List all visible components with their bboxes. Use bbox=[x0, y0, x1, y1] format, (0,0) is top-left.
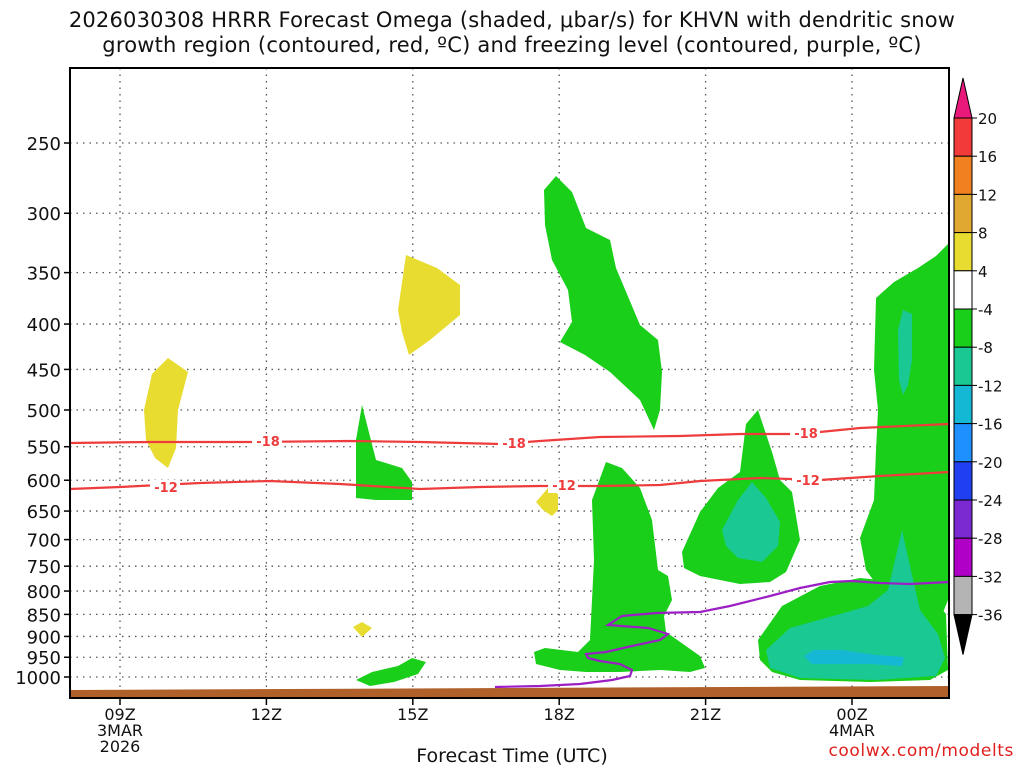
y-tick-label-300: 300 bbox=[27, 204, 61, 225]
plot-frame bbox=[69, 67, 950, 699]
colorbar-segment bbox=[953, 461, 973, 501]
x-axis-title: Forecast Time (UTC) bbox=[416, 745, 608, 767]
dgz-label-a: -18 bbox=[256, 435, 280, 450]
label-bg bbox=[150, 480, 180, 495]
green-region-2 bbox=[356, 405, 412, 500]
terrain bbox=[70, 686, 949, 698]
label-bg bbox=[548, 478, 578, 493]
label-bg bbox=[498, 436, 528, 451]
contours: -18 -18 -18 -12 -12 -12 bbox=[69, 422, 950, 689]
y-tick-label-850: 850 bbox=[27, 605, 61, 626]
grid bbox=[70, 68, 949, 698]
y-tick-label-700: 700 bbox=[27, 531, 61, 552]
credit-text: coolwx.com/modelts bbox=[828, 741, 1014, 761]
x-tick-sublabel: 2026 bbox=[100, 737, 141, 756]
teal-region-3 bbox=[766, 530, 945, 680]
colorbar-label: -12 bbox=[978, 377, 1003, 395]
colorbar-label: -20 bbox=[978, 454, 1003, 472]
y-tick-label-950: 950 bbox=[27, 648, 61, 669]
colorbar-segment bbox=[953, 499, 973, 539]
y-tick-label-650: 650 bbox=[27, 502, 61, 523]
y-axis: 2503003504004505005506006507007508008509… bbox=[15, 134, 70, 689]
colorbar-segment bbox=[953, 308, 973, 348]
dgz-label-b: -18 bbox=[502, 437, 526, 452]
y-tick-label-750: 750 bbox=[27, 557, 61, 578]
colorbar-label: 20 bbox=[978, 110, 997, 128]
colorbar-segment bbox=[953, 346, 973, 386]
yellow-blob-3 bbox=[536, 488, 558, 516]
colorbar-label: 12 bbox=[978, 186, 997, 204]
colorbar-bottom-arrow bbox=[953, 614, 973, 655]
colorbar-segment bbox=[953, 193, 973, 234]
colorbar-label: -24 bbox=[978, 492, 1003, 510]
y-tick-label-350: 350 bbox=[27, 264, 61, 285]
yellow-blob-2 bbox=[398, 255, 460, 355]
y-tick-label-800: 800 bbox=[27, 582, 61, 603]
label-bg bbox=[252, 434, 282, 449]
teal-region-1 bbox=[722, 482, 780, 562]
green-region-1 bbox=[544, 176, 662, 430]
colorbar: 20 16 12 8 4 -4 -8 -12 -16 -20 -24 -28 -32 -36 bbox=[953, 77, 1003, 655]
colorbar-label: -28 bbox=[978, 530, 1003, 548]
teal-region-2 bbox=[898, 310, 912, 395]
y-tick-label-500: 500 bbox=[27, 401, 61, 422]
yellow-blob-1 bbox=[144, 358, 188, 468]
y-tick-label-400: 400 bbox=[27, 315, 61, 336]
label-bg bbox=[792, 473, 822, 488]
x-tick-sublabel: 4MAR bbox=[829, 721, 875, 740]
dgz-label-c: -18 bbox=[794, 427, 818, 442]
label-bg bbox=[790, 426, 820, 441]
colorbar-segment bbox=[953, 232, 973, 272]
y-tick-label-1000: 1000 bbox=[15, 668, 61, 689]
x-tick-label-00Z: 00Z bbox=[836, 705, 867, 724]
x-tick-label-09Z: 09Z bbox=[104, 705, 135, 724]
y-tick-label-250: 250 bbox=[27, 134, 61, 155]
chart-title-line1: 2026030308 HRRR Forecast Omega (shaded, … bbox=[68, 8, 956, 32]
colorbar-segment bbox=[953, 575, 973, 616]
dgz12-label-b: -12 bbox=[552, 479, 576, 494]
green-region-4 bbox=[534, 462, 705, 672]
colorbar-label: 16 bbox=[978, 148, 997, 166]
yellow-blob-4 bbox=[353, 622, 372, 637]
y-tick-label-900: 900 bbox=[27, 627, 61, 648]
colorbar-segment bbox=[953, 537, 973, 577]
colorbar-label: -16 bbox=[978, 416, 1003, 434]
x-tick-label-21Z: 21Z bbox=[690, 705, 721, 724]
y-tick-label-600: 600 bbox=[27, 471, 61, 492]
green-region-6 bbox=[860, 244, 948, 630]
colorbar-label: 4 bbox=[978, 263, 988, 281]
colorbar-segment bbox=[953, 155, 973, 195]
colorbar-segment bbox=[953, 384, 973, 425]
colorbar-top-arrow bbox=[953, 77, 973, 119]
colorbar-label: -32 bbox=[978, 568, 1003, 586]
x-tick-sublabel: 3MAR bbox=[97, 721, 143, 740]
colorbar-label: 8 bbox=[978, 225, 988, 243]
colorbar-segment bbox=[953, 423, 973, 463]
colorbar-segment bbox=[953, 117, 973, 157]
chart-title-line2: growth region (contoured, red, ºC) and f… bbox=[102, 33, 922, 57]
green-region-3 bbox=[356, 658, 426, 686]
freezing-level-line bbox=[494, 579, 950, 689]
colorbar-segment bbox=[953, 270, 973, 310]
x-tick-label-15Z: 15Z bbox=[397, 705, 428, 724]
x-tick-label-18Z: 18Z bbox=[544, 705, 575, 724]
y-tick-label-450: 450 bbox=[27, 360, 61, 381]
x-tick-label-12Z: 12Z bbox=[251, 705, 282, 724]
dgz12-label-a: -12 bbox=[154, 481, 178, 496]
colorbar-label: -8 bbox=[978, 339, 993, 357]
y-tick-label-550: 550 bbox=[27, 438, 61, 459]
cyan-region-1 bbox=[804, 650, 904, 666]
colorbar-label: -36 bbox=[978, 607, 1003, 625]
dgz12-label-c: -12 bbox=[796, 474, 820, 489]
colorbar-label: -4 bbox=[978, 301, 993, 319]
plot-area bbox=[70, 68, 949, 698]
omega-shading bbox=[70, 176, 949, 698]
